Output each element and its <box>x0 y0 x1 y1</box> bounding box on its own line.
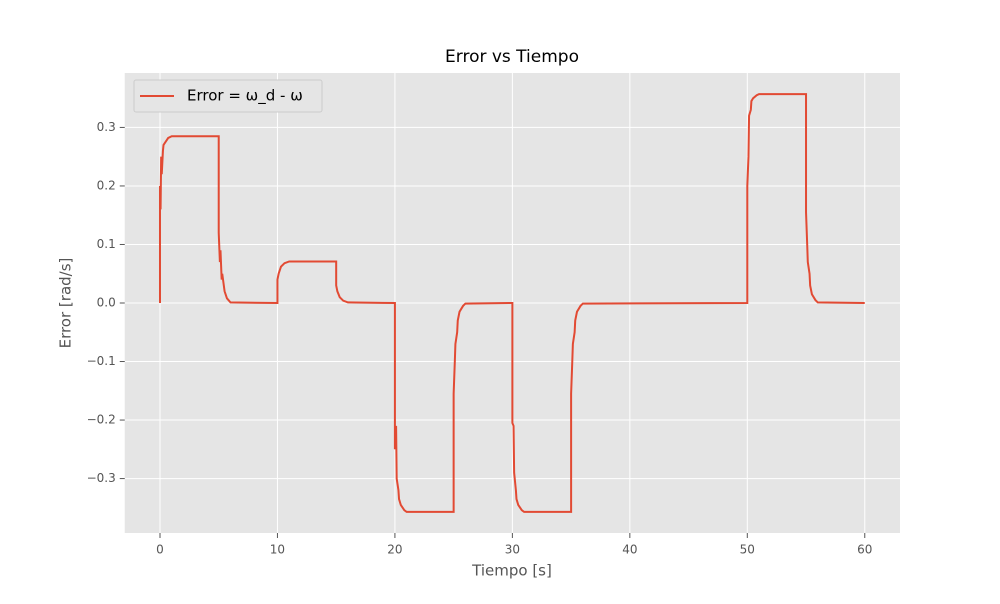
x-tick-label: 30 <box>505 543 520 557</box>
x-tick-label: 50 <box>740 543 755 557</box>
legend-label: Error = ω_d - ω <box>187 87 303 106</box>
y-tick-label: 0.3 <box>97 120 116 134</box>
series-line <box>158 93 865 513</box>
x-tick-label: 60 <box>857 543 872 557</box>
y-tick-label: −0.2 <box>87 413 116 427</box>
x-axis-label: Tiempo [s] <box>471 562 552 580</box>
x-tick-label: 0 <box>156 543 164 557</box>
chart-title: Error vs Tiempo <box>445 47 579 67</box>
x-tick-label: 40 <box>622 543 637 557</box>
y-axis-label: Error [rad/s] <box>57 258 75 349</box>
y-tick-label: 0.1 <box>97 237 116 251</box>
x-tick-label: 20 <box>387 543 402 557</box>
legend-box <box>133 79 323 113</box>
y-tick-label: −0.3 <box>87 471 116 485</box>
y-tick-label: −0.1 <box>87 354 116 368</box>
x-tick-label: 10 <box>270 543 285 557</box>
y-tick-label: 0.2 <box>97 178 116 192</box>
y-tick-label: 0.0 <box>97 296 116 310</box>
